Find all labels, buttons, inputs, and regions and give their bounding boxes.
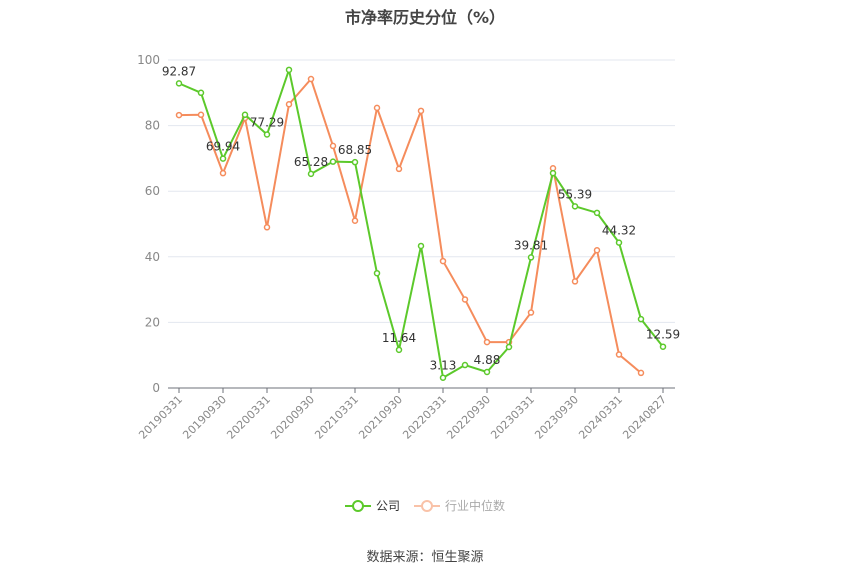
data-point[interactable] [307,170,315,178]
data-point[interactable] [483,338,491,346]
x-tick-label: 20200930 [268,393,317,442]
series-company [175,66,667,381]
data-point[interactable] [439,374,447,381]
data-point[interactable] [197,111,205,119]
data-point[interactable] [461,296,469,303]
data-point[interactable] [659,343,667,350]
data-point[interactable] [439,257,447,265]
data-point[interactable] [461,361,469,369]
data-point[interactable] [263,131,271,138]
data-point[interactable] [351,217,359,224]
data-point[interactable] [175,80,183,87]
data-point[interactable] [527,309,535,316]
data-point[interactable] [571,203,579,210]
data-point[interactable] [219,155,227,162]
data-point[interactable] [571,278,579,285]
y-tick-label: 40 [145,250,160,264]
y-tick-label: 0 [152,381,160,395]
data-point[interactable] [285,66,293,74]
x-axis: 2019033120190930202003312020093020210331… [136,387,675,442]
data-point[interactable] [527,254,535,261]
x-tick-label: 20220331 [400,393,449,442]
data-labels: 92.87 69.94 77.29 65.28 68.85 11.64 3.13 4.88 39… [162,64,680,372]
data-point[interactable] [307,75,315,83]
data-label: 65.28 [294,155,328,169]
data-point[interactable] [241,111,249,119]
y-tick-label: 80 [145,119,160,133]
chart-title: 市净率历史分位（%） [344,8,506,27]
data-point[interactable] [373,269,381,277]
data-point[interactable] [285,101,293,108]
data-label: 92.87 [162,64,196,78]
data-point[interactable] [593,246,601,254]
data-label: 44.32 [602,224,636,238]
data-point[interactable] [637,315,645,323]
data-label: 68.85 [338,143,372,157]
company-line-circle-icon [344,499,371,512]
x-tick-label: 20230331 [488,393,537,442]
y-tick-label: 100 [137,53,160,67]
data-label: 12.59 [646,328,680,342]
legend-label-company: 公司 [375,499,400,513]
data-label: 39.81 [514,238,548,252]
y-axis: 0 20 40 60 80 100 [137,53,160,395]
legend: 公司 行业中位数 [0,497,850,514]
data-point[interactable] [549,169,557,177]
data-label: 4.88 [474,353,501,367]
legend-item-company[interactable]: 公司 [344,497,400,514]
data-point[interactable] [175,111,183,119]
industry-line-circle-icon [414,499,440,512]
legend-label-industry: 行业中位数 [445,499,506,513]
data-label: 3.13 [430,359,457,373]
legend-item-industry[interactable]: 行业中位数 [414,497,505,514]
data-point[interactable] [615,351,623,358]
y-tick-label: 20 [145,315,160,329]
data-point[interactable] [593,209,601,217]
data-point[interactable] [197,89,205,97]
grid-lines [168,59,675,323]
data-point[interactable] [351,158,359,166]
data-point[interactable] [373,104,381,112]
x-tick-label: 20210331 [312,393,361,442]
x-tick-label: 20200331 [224,393,273,442]
x-tick-label: 20220930 [444,393,493,442]
x-tick-label: 20240331 [576,393,625,442]
data-label: 55.39 [558,187,592,201]
y-tick-label: 60 [145,184,160,198]
data-point[interactable] [637,369,645,377]
data-point[interactable] [395,165,403,173]
data-point[interactable] [219,169,227,177]
data-point[interactable] [417,242,425,250]
data-point[interactable] [483,368,491,376]
data-point[interactable] [417,107,425,115]
data-point[interactable] [329,142,337,150]
data-point[interactable] [263,224,271,231]
data-label: 11.64 [382,331,416,345]
data-point[interactable] [505,343,513,351]
x-tick-label: 20230930 [532,393,581,442]
x-tick-label: 20210930 [356,393,405,442]
x-tick-label: 20240827 [620,393,669,442]
data-label: 77.29 [250,115,284,129]
x-tick-label: 20190331 [136,393,185,442]
data-point[interactable] [329,158,337,165]
data-source: 数据来源：恒生聚源 [366,550,484,565]
x-tick-label: 20190930 [180,393,229,442]
data-point[interactable] [615,239,623,246]
data-point[interactable] [395,346,403,354]
data-label: 69.94 [206,140,240,154]
